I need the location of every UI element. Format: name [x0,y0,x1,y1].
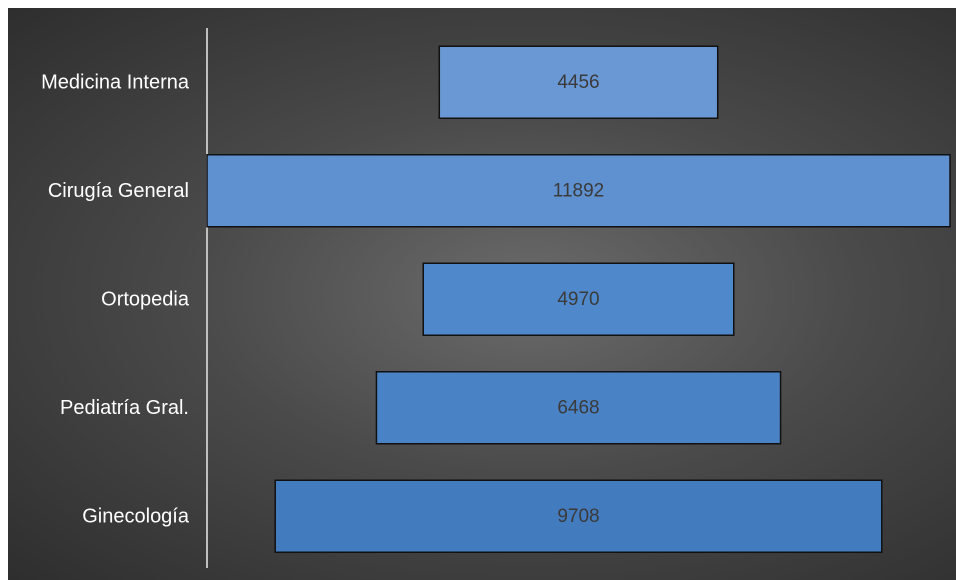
category-label-2: Ortopedia [101,288,190,310]
bar-4 [274,479,883,553]
bar-0 [438,45,719,119]
value-labels: 4456 11892 4970 6468 9708 [553,72,604,527]
chart-area: Medicina Interna Cirugía General Ortopedia… [8,8,956,580]
bar-1 [206,154,951,228]
bar-3 [375,371,782,445]
value-label-1: 11892 [553,180,604,201]
category-label-4: Ginecología [82,505,190,527]
value-label-3: 6468 [557,397,599,418]
bars-group [206,45,951,553]
category-labels: Medicina Interna Cirugía General Ortopedia… [41,71,190,527]
category-label-3: Pediatría Gral. [60,397,189,419]
funnel-chart: Medicina Interna Cirugía General Ortopedia… [41,28,951,568]
value-label-0: 4456 [557,72,599,93]
value-label-4: 9708 [557,506,599,527]
value-label-2: 4970 [557,289,599,310]
category-label-1: Cirugía General [48,180,189,202]
bar-2 [422,262,735,336]
category-label-0: Medicina Interna [41,71,190,93]
